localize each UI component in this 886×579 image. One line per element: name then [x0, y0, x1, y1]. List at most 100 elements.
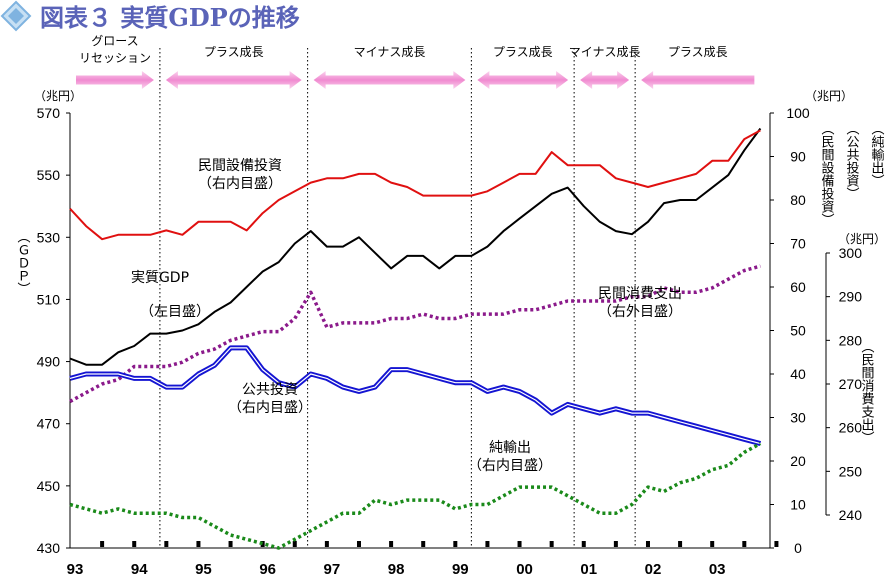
series-annotation: （左目盛）: [140, 304, 210, 320]
x-tick-label: 98: [388, 561, 405, 578]
right-outer-tick-label: 300: [839, 245, 863, 261]
series-line: [69, 264, 761, 404]
right-outer-tick-label: 250: [839, 463, 863, 479]
series-line: [69, 442, 762, 550]
right-outer-tick-label: 270: [839, 376, 863, 392]
right-outer-axis-unit: （兆円）: [838, 232, 886, 246]
x-tick-label: 93: [67, 561, 84, 578]
phase-dividers: [159, 48, 636, 548]
x-tick-marker: [196, 541, 201, 547]
right-inner-axis-unit: （兆円）: [805, 89, 853, 103]
x-tick-marker: [164, 541, 169, 547]
right-outer-tick-label: 290: [839, 289, 863, 305]
x-tick-marker: [292, 541, 297, 547]
right-outer-tick-label: 260: [839, 420, 863, 436]
phase-label: マイナス成長: [569, 45, 641, 59]
left-tick-label: 470: [37, 416, 61, 432]
axes: 430450470490510530550570（兆円）（ＧＤＰ）0102030…: [15, 89, 886, 578]
series-annotation: 実質GDP: [131, 270, 189, 286]
x-tick-marker: [742, 541, 747, 547]
right-outer-tick-label: 240: [839, 507, 863, 523]
left-axis-title: （ＧＤＰ）: [15, 230, 31, 295]
x-tick-marker: [581, 541, 586, 547]
x-tick-label: 00: [516, 561, 533, 578]
phase-label: グロース: [91, 34, 138, 48]
x-tick-label: 97: [324, 561, 341, 578]
x-tick-label: 03: [709, 561, 726, 578]
series-annotation: 純輸出: [489, 440, 531, 456]
x-tick-marker: [517, 541, 522, 547]
x-tick-marker: [774, 541, 779, 547]
phase-arrow: [313, 71, 466, 89]
right-outer-axis-title: （民間消費支出）: [859, 340, 875, 444]
phase-label: リセッション: [79, 51, 151, 65]
phase-arrow: [165, 71, 302, 89]
annotations: 民間設備投資 （右内目盛） 実質GDP （左目盛） 民間消費支出 （右外目盛） 公共投資 （右…: [131, 158, 682, 474]
series-annotation: 民間設備投資: [198, 158, 282, 174]
chart-title: 図表３ 実質GDPの推移: [40, 3, 300, 32]
x-tick-marker: [645, 541, 650, 547]
x-tick-marker: [421, 541, 426, 547]
series-annotation: （右内目盛）: [468, 458, 552, 474]
series-lines: [69, 127, 762, 550]
right-inner-axis-title: （公共投資）: [844, 122, 860, 200]
right-inner-tick-label: 60: [790, 279, 806, 295]
x-tick-marker: [453, 541, 458, 547]
phase-label: プラス成長: [493, 45, 553, 59]
right-inner-tick-label: 0: [794, 540, 802, 556]
right-outer-tick-label: 280: [839, 332, 863, 348]
phase-arrow: [641, 71, 755, 89]
series-annotation: （右外目盛）: [598, 304, 682, 320]
series-annotation: （右内目盛）: [228, 400, 312, 416]
x-tick-marker: [389, 541, 394, 547]
x-tick-marker: [678, 541, 683, 547]
x-tick-label: 02: [645, 561, 662, 578]
x-tick-marker: [228, 541, 233, 547]
right-inner-axis-title: （純輸出）: [869, 122, 885, 187]
phase-arrow: [76, 71, 154, 89]
right-inner-tick-label: 40: [790, 366, 806, 382]
series-annotation: （右内目盛）: [198, 176, 282, 192]
right-inner-axis-title: （民間設備投資）: [819, 122, 835, 226]
x-tick-marker: [132, 541, 137, 547]
x-tick-label: 95: [195, 561, 212, 578]
x-tick-marker: [710, 541, 715, 547]
x-tick-marker: [260, 541, 265, 547]
phase-arrow: [580, 71, 630, 89]
x-tick-label: 01: [580, 561, 597, 578]
right-inner-tick-label: 70: [790, 236, 806, 252]
x-tick-marker: [100, 541, 105, 547]
left-tick-label: 550: [37, 167, 61, 183]
x-tick-label: 96: [259, 561, 276, 578]
left-tick-label: 450: [37, 478, 61, 494]
right-inner-tick-label: 30: [790, 410, 806, 426]
series-annotation: 公共投資: [242, 382, 298, 398]
x-tick-marker: [549, 541, 554, 547]
x-tick-marker: [613, 541, 618, 547]
x-tick-label: 99: [452, 561, 469, 578]
left-tick-label: 570: [37, 105, 61, 121]
right-inner-tick-label: 100: [786, 105, 810, 121]
x-tick-label: 94: [131, 561, 148, 578]
series-line: [69, 129, 761, 241]
left-tick-label: 490: [37, 354, 61, 370]
x-tick-marker: [485, 541, 490, 547]
right-inner-tick-label: 80: [790, 192, 806, 208]
phase-arrow: [477, 71, 569, 89]
left-tick-label: 530: [37, 229, 61, 245]
series-line-public-investment-core: [69, 347, 761, 445]
x-tick-marker: [324, 541, 329, 547]
diamond-inner-icon: [8, 8, 24, 24]
phase-label: プラス成長: [668, 45, 728, 59]
phase-label: マイナス成長: [354, 45, 426, 59]
right-inner-tick-label: 50: [790, 323, 806, 339]
series-line-public-investment-outline: [69, 345, 762, 447]
series-line: [69, 127, 762, 366]
left-tick-label: 510: [37, 291, 61, 307]
left-axis-unit: （兆円）: [34, 89, 82, 103]
right-inner-tick-label: 90: [790, 149, 806, 165]
phase-label: プラス成長: [204, 45, 264, 59]
series-annotation: 民間消費支出: [598, 286, 682, 302]
